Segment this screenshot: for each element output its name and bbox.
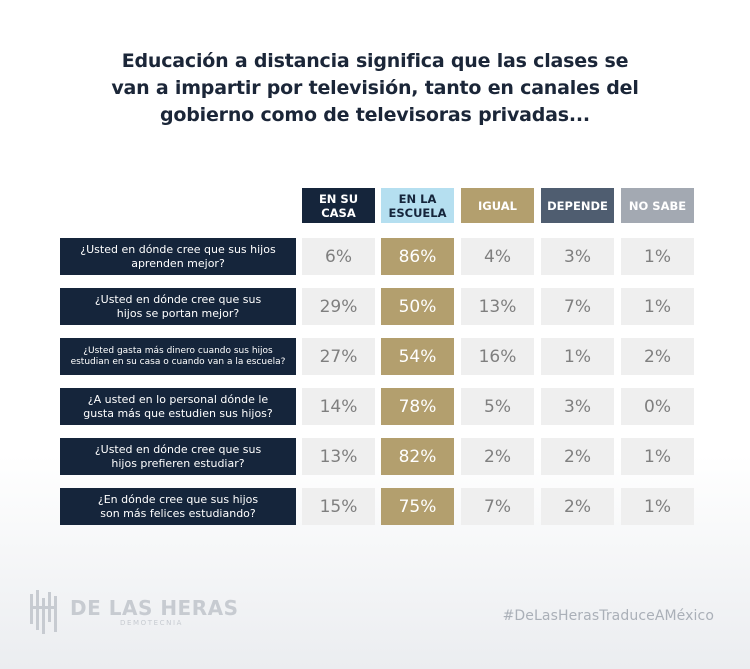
data-cell: 2% [541,488,614,525]
question-line: gusta más que estudien sus hijos? [83,406,273,420]
data-cell: 82% [381,438,454,475]
question-line: son más felices estudiando? [100,506,256,520]
column-header-line: IGUAL [478,198,517,213]
data-cell: 1% [621,288,694,325]
data-cell: 13% [461,288,534,325]
data-cell: 13% [302,438,375,475]
row-question: ¿Usted en dónde cree que sus hijos se por… [60,288,296,325]
question-line: ¿Usted gasta más dinero cuando sus hijos [83,345,273,356]
question-line: estudian en su casa o cuando van a la es… [70,356,286,367]
row-question: ¿A usted en lo personal dónde le gusta má… [60,388,296,425]
data-cell: 3% [541,238,614,275]
data-cell: 3% [541,388,614,425]
column-header-line: NO SABE [628,198,687,213]
data-cell: 50% [381,288,454,325]
logo-subtitle: DEMOTECNIA [120,619,184,627]
question-line: ¿Usted en dónde cree que sus hijos [80,242,276,256]
row-question: ¿Usted en dónde cree que sus hijos aprend… [60,238,296,275]
column-header-line: CASA [321,205,356,220]
hashtag: #DeLasHerasTraduceAMéxico [502,608,714,624]
question-line: ¿Usted en dónde cree que sus [94,442,262,456]
data-cell: 6% [302,238,375,275]
column-header-line: DEPENDE [547,198,608,213]
question-line: ¿En dónde cree que sus hijos [97,492,259,506]
row-question: ¿Usted en dónde cree que sus hijos prefie… [60,438,296,475]
title-line: Educación a distancia significa que las … [121,50,629,72]
column-header: EN LA ESCUELA [381,188,454,223]
data-cell: 29% [302,288,375,325]
data-cell: 78% [381,388,454,425]
column-header: DEPENDE [541,188,614,223]
column-header: NO SABE [621,188,694,223]
data-cell: 27% [302,338,375,375]
data-cell: 7% [461,488,534,525]
logo-name: DE LAS HERAS [70,596,239,620]
question-line: ¿Usted en dónde cree que sus [94,292,262,306]
data-cell: 2% [541,438,614,475]
data-cell: 4% [461,238,534,275]
data-cell: 2% [461,438,534,475]
column-header: EN SU CASA [302,188,375,223]
data-cell: 0% [621,388,694,425]
data-cell: 1% [621,438,694,475]
data-cell: 75% [381,488,454,525]
logo-mark-icon [30,590,57,634]
title-line: gobierno como de televisoras privadas... [160,104,590,126]
data-cell: 16% [461,338,534,375]
data-cell: 1% [541,338,614,375]
row-question: ¿Usted gasta más dinero cuando sus hijos… [60,338,296,375]
question-line: hijos se portan mejor? [116,306,240,320]
column-header-line: EN LA [398,191,437,206]
column-header-line: EN SU [318,191,359,206]
question-line: ¿A usted en lo personal dónde le [87,392,269,406]
title-line: van a impartir por televisión, tanto en … [111,77,639,99]
data-cell: 2% [621,338,694,375]
data-cell: 5% [461,388,534,425]
question-line: aprenden mejor? [131,256,225,270]
data-cell: 1% [621,488,694,525]
brand-logo: DE LAS HERAS DEMOTECNIA [28,588,239,636]
data-cell: 7% [541,288,614,325]
question-line: hijos prefieren estudiar? [111,456,245,470]
chart-title: Educación a distancia significa que las … [0,48,750,129]
data-cell: 54% [381,338,454,375]
row-question: ¿En dónde cree que sus hijos son más feli… [60,488,296,525]
data-cell: 14% [302,388,375,425]
data-cell: 1% [621,238,694,275]
data-cell: 15% [302,488,375,525]
column-header-line: ESCUELA [388,205,447,220]
data-cell: 86% [381,238,454,275]
column-header: IGUAL [461,188,534,223]
